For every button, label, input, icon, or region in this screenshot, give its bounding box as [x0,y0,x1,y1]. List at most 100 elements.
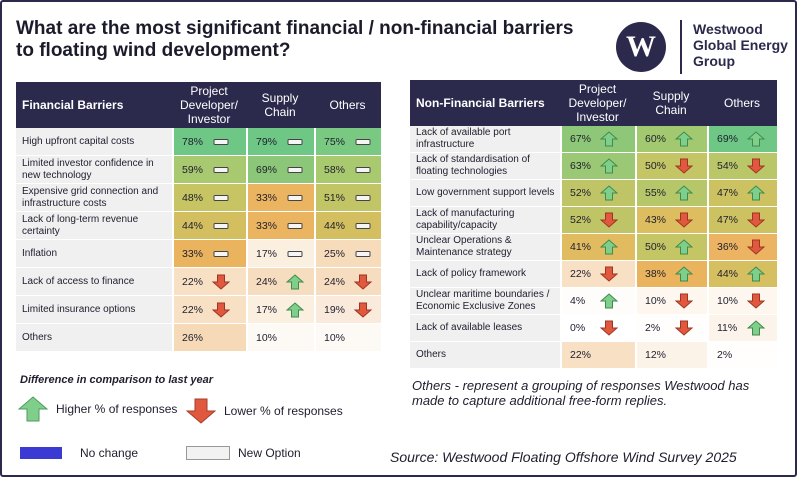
percent-value: 2% [645,322,661,334]
value-cell: 33% [246,212,314,240]
value-cell: 50% [635,234,707,261]
table-row: High upfront capital costs 78% 79% 75% [16,128,381,156]
value-cell: 50% [635,153,707,180]
table-row: Others 26% 10% 10% [16,324,381,352]
col-header: Others [707,80,777,126]
percent-value: 10% [256,331,278,344]
value-cell: 17% [246,296,314,324]
no-change-icon [212,134,230,150]
arrow-down-icon [353,274,373,290]
percent-value: 24% [256,275,278,288]
value-cell: 26% [172,324,246,352]
arrow-up-icon [599,131,619,147]
percent-value: 41% [570,241,592,253]
row-label: Low government support levels [410,180,560,207]
arrow-down-icon [674,293,694,309]
row-label: Lack of access to finance [16,268,172,296]
table-row: Limited insurance options 22% 17% 19% [16,296,381,324]
no-change-icon [286,190,304,206]
legend-newoption: New Option [186,446,301,460]
value-cell: 75% [314,128,381,156]
table-row: Lack of manufacturing capability/capacit… [410,207,777,234]
value-cell: 22% [172,268,246,296]
percent-value: 43% [645,214,667,226]
arrow-up-icon [285,273,305,290]
table-row: Lack of available leases 0% 2% 11% [410,315,777,342]
percent-value: 52% [570,214,592,226]
value-cell: 48% [172,184,246,212]
value-cell: 79% [246,128,314,156]
no-change-icon [286,246,304,262]
percent-value: 63% [570,160,592,172]
legend-nochange: No change [20,446,138,460]
no-change-icon [354,246,372,262]
arrow-up-icon [599,239,619,255]
table-row: Lack of policy framework 22% 38% 44% [410,261,777,288]
arrow-up-icon [746,320,766,336]
table-row: Unclear Operations & Maintenance strateg… [410,234,777,261]
no-change-icon [212,162,230,178]
percent-value: 33% [256,191,278,204]
row-label: High upfront capital costs [16,128,172,156]
percent-value: 47% [717,214,739,226]
col-header: Supply Chain [246,82,314,128]
non-financial-barriers-table: Non-Financial Barriers Project Developer… [410,80,777,369]
no-change-icon [212,190,230,206]
logo-line: Westwood [693,21,763,37]
legend-lower: Lower % of responses [186,398,343,424]
table-row: Lack of standardisation of floating tech… [410,153,777,180]
percent-value: 60% [645,133,667,145]
table-row: Lack of long-term revenue certainty 44% 33… [16,212,381,240]
table-row: Lack of access to finance 22% 24% 24% [16,268,381,296]
value-cell: 63% [560,153,635,180]
arrow-up-icon [674,239,694,255]
no-change-icon [354,162,372,178]
percent-value: 24% [324,275,346,288]
value-cell: 10% [314,324,381,352]
percent-value: 75% [324,135,346,148]
percent-value: 79% [256,135,278,148]
col-header: Project Developer/ Investor [560,80,635,126]
value-cell: 54% [707,153,777,180]
row-label: Unclear Operations & Maintenance strateg… [410,234,560,261]
arrow-up-icon [599,293,619,309]
percent-value: 69% [717,133,739,145]
value-cell: 44% [314,212,381,240]
legend-newoption-label: New Option [238,446,301,460]
value-cell: 55% [635,180,707,207]
percent-value: 10% [645,295,667,307]
table-row: Unclear maritime boundaries / Economic E… [410,288,777,315]
value-cell: 58% [314,156,381,184]
arrow-down-icon [746,212,766,228]
row-label: Lack of standardisation of floating tech… [410,153,560,180]
value-cell: 41% [560,234,635,261]
percent-value: 44% [324,219,346,232]
table-row: Limited investor confidence in new techn… [16,156,381,184]
value-cell: 2% [635,315,707,342]
col-header: Financial Barriers [16,82,172,128]
value-cell: 52% [560,180,635,207]
legend-nochange-label: No change [80,446,139,460]
arrow-down-icon [746,158,766,174]
value-cell: 47% [707,180,777,207]
legend-higher-label: Higher % of responses [56,402,178,416]
value-cell: 10% [246,324,314,352]
percent-value: 50% [645,241,667,253]
arrow-up-icon [746,266,766,282]
arrow-down-icon [599,266,619,282]
arrow-down-icon [674,158,694,174]
percent-value: 19% [324,303,346,316]
value-cell: 19% [314,296,381,324]
arrow-down-icon [746,239,766,255]
value-cell: 52% [560,207,635,234]
value-cell: 67% [560,126,635,153]
no-change-icon [286,162,304,178]
value-cell: 0% [560,315,635,342]
arrow-up-icon [18,396,48,422]
row-label: Lack of long-term revenue certainty [16,212,172,240]
row-label: Others [16,324,172,352]
value-cell: 59% [172,156,246,184]
percent-value: 38% [645,268,667,280]
row-label: Lack of policy framework [410,261,560,288]
percent-value: 0% [570,322,586,334]
